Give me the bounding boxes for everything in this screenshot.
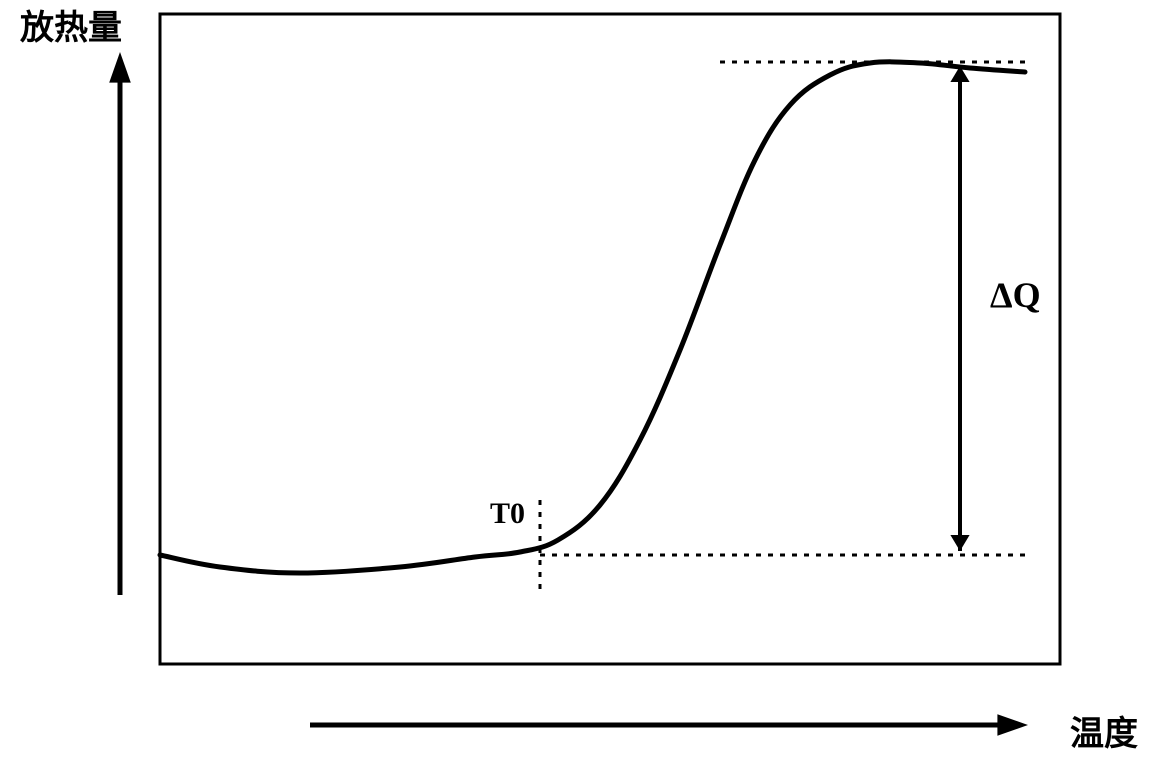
- delta-q-label: ΔQ: [990, 274, 1041, 316]
- x-axis-label: 温度: [1070, 706, 1138, 755]
- chart-svg: [0, 0, 1161, 778]
- y-axis-label: 放热量: [20, 0, 122, 49]
- chart-container: 放热量 温度 T0 ΔQ: [0, 0, 1161, 778]
- t0-label: T0: [490, 497, 525, 531]
